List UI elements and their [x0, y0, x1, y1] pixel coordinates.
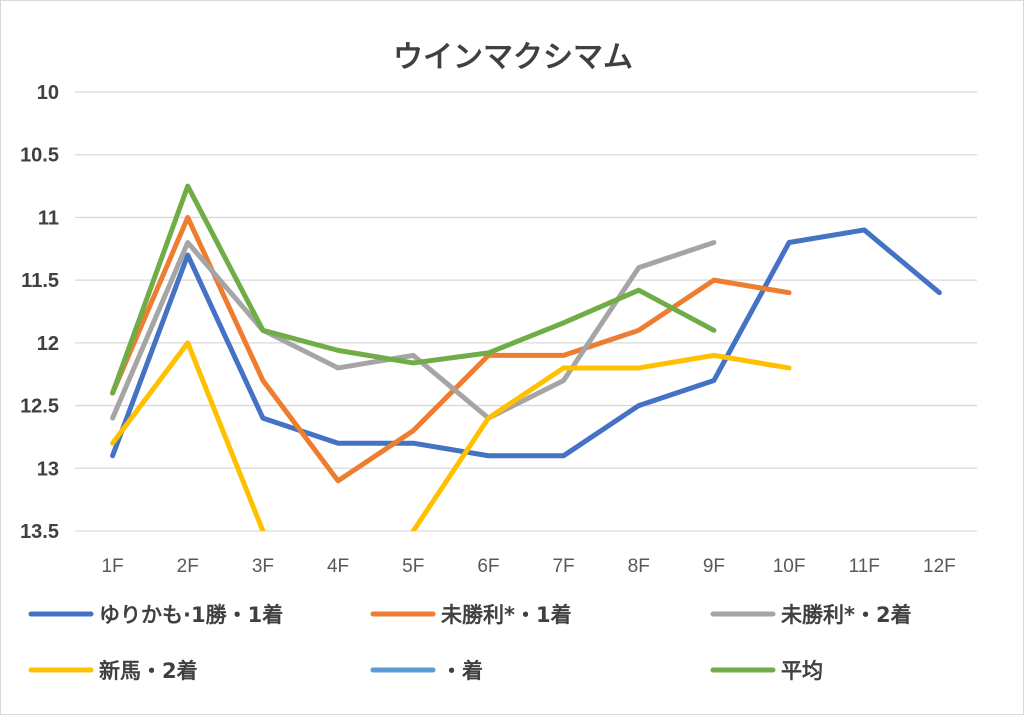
legend-item: 新馬・2着	[31, 659, 198, 683]
series-lines	[112, 186, 939, 531]
legend-item: 未勝利*・2着	[713, 603, 912, 627]
series-2	[112, 217, 789, 481]
x-axis-ticks: 1F 2F 3F 4F 5F 6F 7F 8F 9F 10F 11F 12F	[101, 556, 955, 577]
x-tick-label: 1F	[101, 556, 123, 577]
series-3	[112, 242, 714, 418]
legend-label: 新馬・2着	[99, 659, 198, 683]
legend-label: 未勝利*・1着	[441, 603, 572, 627]
x-tick-label: 8F	[628, 556, 650, 577]
y-tick-label: 12.5	[20, 396, 59, 418]
legend-label: 未勝利*・2着	[781, 603, 912, 627]
y-tick-label: 11	[38, 207, 59, 229]
x-tick-label: 3F	[252, 556, 274, 577]
legend-label: ・着	[441, 659, 483, 683]
series-line	[113, 243, 714, 419]
legend-label: 平均	[781, 659, 823, 683]
x-tick-label: 9F	[703, 556, 725, 577]
x-tick-label: 12F	[923, 556, 956, 577]
chart-title: ウインマクシマム	[393, 40, 633, 75]
y-tick-label: 13	[37, 458, 59, 480]
legend-item: ゆりかも·1勝・1着	[31, 603, 283, 627]
legend-item: 平均	[713, 659, 823, 683]
legend-label: ゆりかも·1勝・1着	[99, 603, 283, 627]
y-tick-label: 11.5	[21, 270, 59, 292]
gridlines	[75, 92, 977, 531]
x-tick-label: 10F	[773, 556, 806, 577]
x-tick-label: 2F	[177, 556, 199, 577]
x-tick-label: 6F	[477, 556, 499, 577]
series-4	[112, 343, 789, 531]
legend-item: ・着	[373, 659, 483, 683]
x-tick-label: 11F	[849, 556, 880, 577]
y-tick-label: 10	[37, 82, 59, 104]
y-tick-label: 13.5	[20, 521, 59, 543]
y-axis-ticks: 10 10.5 11 11.5 12 12.5 13 13.5	[20, 82, 59, 543]
series-line	[113, 217, 790, 480]
x-tick-label: 4F	[327, 556, 349, 577]
y-tick-label: 10.5	[20, 145, 59, 167]
y-tick-label: 12	[37, 333, 59, 355]
x-tick-label: 5F	[402, 556, 424, 577]
legend-item: 未勝利*・1着	[373, 603, 572, 627]
x-tick-label: 7F	[552, 556, 574, 577]
series-line	[413, 355, 789, 531]
